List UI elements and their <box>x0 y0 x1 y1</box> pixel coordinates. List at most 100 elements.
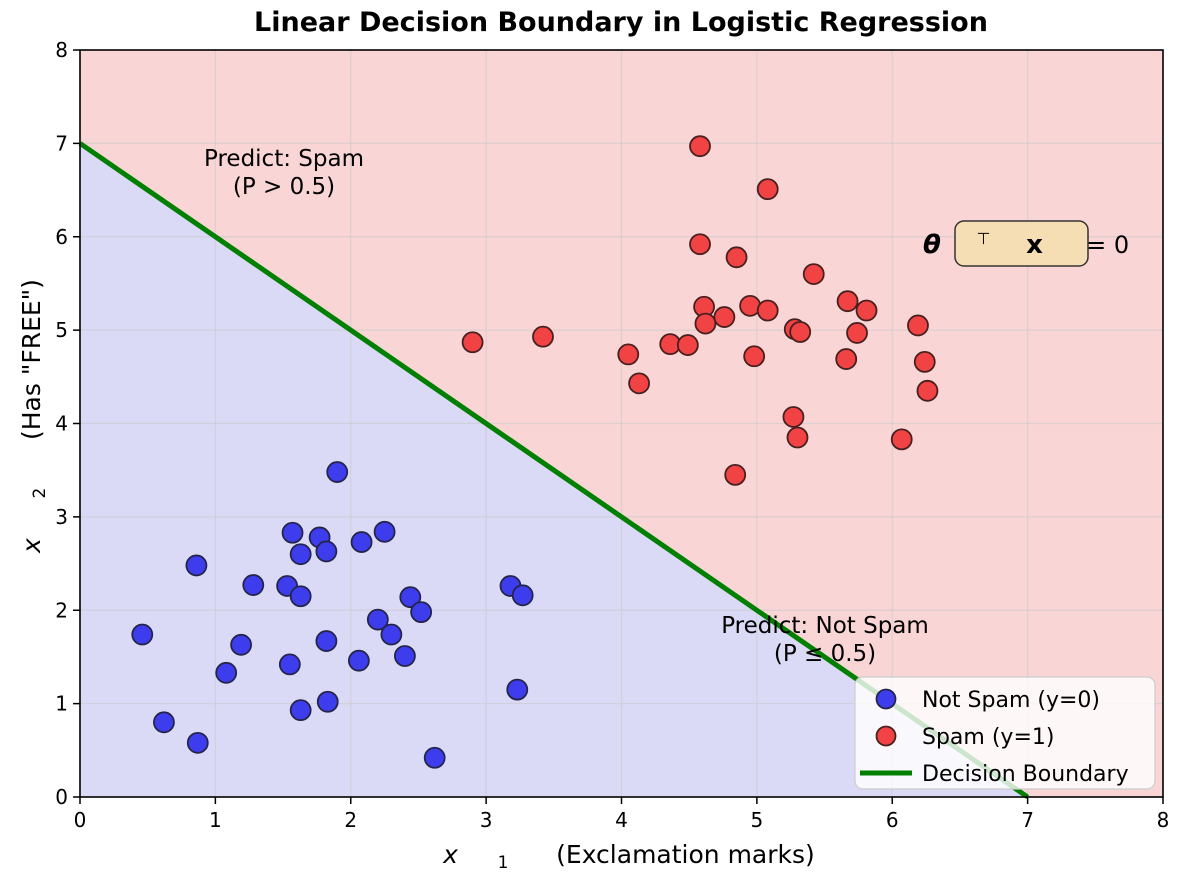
formula-x: x <box>1026 230 1043 260</box>
formula-theta: θ <box>923 230 941 260</box>
data-point-spam <box>689 135 711 158</box>
chart-title: Linear Decision Boundary in Logistic Reg… <box>254 7 988 38</box>
y-tick-label: 1 <box>55 692 68 716</box>
y-axis-label-sub: 2 <box>30 488 50 499</box>
data-point-not-spam <box>423 746 446 769</box>
legend-label-decision-boundary: Decision Boundary <box>922 762 1129 787</box>
data-point-not-spam <box>289 543 312 566</box>
x-tick-label: 7 <box>1021 808 1034 832</box>
data-point-spam <box>724 463 747 486</box>
formula-box-background <box>954 220 1089 267</box>
formula-text: θ ⊤ x = 0 <box>887 229 1154 260</box>
data-point-spam <box>628 372 650 395</box>
y-tick-label: 7 <box>55 131 68 155</box>
x-tick-label: 2 <box>344 808 357 832</box>
annotation-predict-not-spam: Predict: Not Spam (P ≤ 0.5) <box>721 613 929 667</box>
data-point-spam <box>846 322 868 344</box>
data-point-not-spam <box>131 623 154 646</box>
data-point-spam <box>789 321 812 343</box>
data-point-spam <box>890 428 913 451</box>
x-axis-label-sub: 1 <box>498 853 509 873</box>
data-point-not-spam <box>215 661 238 684</box>
data-point-spam <box>756 178 779 201</box>
data-point-not-spam <box>289 585 312 608</box>
data-point-not-spam <box>153 711 175 734</box>
data-point-spam <box>676 334 699 356</box>
legend-background <box>854 676 1156 790</box>
series-spam <box>461 135 939 486</box>
data-point-not-spam <box>399 586 422 609</box>
data-point-spam <box>802 263 825 286</box>
data-point-spam <box>786 426 809 449</box>
data-point-not-spam <box>506 678 529 701</box>
x-tick-label: 8 <box>1157 808 1170 832</box>
data-point-spam <box>617 343 640 366</box>
formula-equals-zero: = 0 <box>1078 231 1129 259</box>
x-tick-label: 4 <box>615 808 628 832</box>
legend-label-spam: Spam (y=1) <box>922 725 1054 750</box>
data-point-spam <box>855 299 878 322</box>
x-axis-label-var: x <box>442 840 458 869</box>
data-point-not-spam <box>278 653 301 676</box>
data-point-spam <box>725 246 748 269</box>
data-point-spam <box>836 290 859 313</box>
data-point-spam <box>907 314 929 337</box>
legend-marker-spam <box>875 725 897 747</box>
data-point-spam <box>461 331 484 354</box>
annotation-predict-spam: Predict: Spam (P > 0.5) <box>204 146 364 200</box>
data-point-not-spam <box>186 731 209 754</box>
annotation-predict-spam-line1: Predict: Spam <box>204 146 364 172</box>
y-tick-label: 8 <box>55 38 68 62</box>
data-point-not-spam <box>373 520 396 543</box>
data-point-spam <box>689 233 711 256</box>
data-point-spam <box>532 325 554 348</box>
formula-box: θ ⊤ x = 0 <box>887 220 1154 267</box>
data-point-not-spam <box>347 649 370 672</box>
x-tick-label: 5 <box>751 808 764 832</box>
data-point-not-spam <box>242 574 265 596</box>
axis-ticks: 0 1 2 3 4 5 6 7 8 0 1 2 3 4 5 6 7 8 <box>55 38 1169 832</box>
y-axis-label-rest: (Has "FREE") <box>17 279 46 448</box>
legend-marker-not-spam <box>875 688 897 710</box>
data-point-not-spam <box>230 633 252 656</box>
data-point-spam <box>713 306 736 328</box>
data-point-spam <box>916 379 939 402</box>
series-not-spam <box>131 461 534 769</box>
y-axis-label-var: x <box>17 538 46 554</box>
x-tick-label: 1 <box>209 808 222 832</box>
data-point-not-spam <box>511 584 534 607</box>
data-point-not-spam <box>281 521 304 544</box>
x-axis-label-rest: (Exclamation marks) <box>548 840 815 869</box>
data-point-not-spam <box>315 630 338 652</box>
data-point-not-spam <box>316 690 339 713</box>
data-point-not-spam <box>350 531 373 553</box>
data-point-not-spam <box>185 554 208 577</box>
data-point-not-spam <box>380 623 403 646</box>
y-tick-label: 2 <box>55 598 68 622</box>
data-point-not-spam <box>326 461 349 483</box>
y-tick-label: 0 <box>55 785 68 809</box>
annotation-predict-not-spam-line2: (P ≤ 0.5) <box>774 641 876 667</box>
legend: Not Spam (y=0) Spam (y=1) Decision Bound… <box>854 676 1156 790</box>
y-tick-label: 4 <box>55 412 68 436</box>
data-point-spam <box>913 350 936 373</box>
data-point-spam <box>694 312 717 335</box>
formula-transpose-symbol: ⊤ <box>977 229 991 248</box>
data-point-spam <box>835 348 858 370</box>
y-tick-label: 5 <box>55 318 68 342</box>
y-axis-label: x 2 (Has "FREE") <box>17 255 51 593</box>
y-tick-label: 3 <box>55 505 68 529</box>
x-tick-label: 6 <box>886 808 899 832</box>
legend-label-not-spam: Not Spam (y=0) <box>922 688 1100 713</box>
data-point-not-spam <box>410 601 433 624</box>
annotation-predict-spam-line2: (P > 0.5) <box>233 174 335 200</box>
annotation-predict-not-spam-line1: Predict: Not Spam <box>721 613 929 639</box>
y-tick-label: 6 <box>55 225 68 249</box>
data-point-spam <box>756 299 779 322</box>
x-tick-label: 0 <box>74 808 87 832</box>
data-point-spam <box>782 406 805 428</box>
data-point-not-spam <box>289 699 312 722</box>
data-point-not-spam <box>393 645 416 667</box>
